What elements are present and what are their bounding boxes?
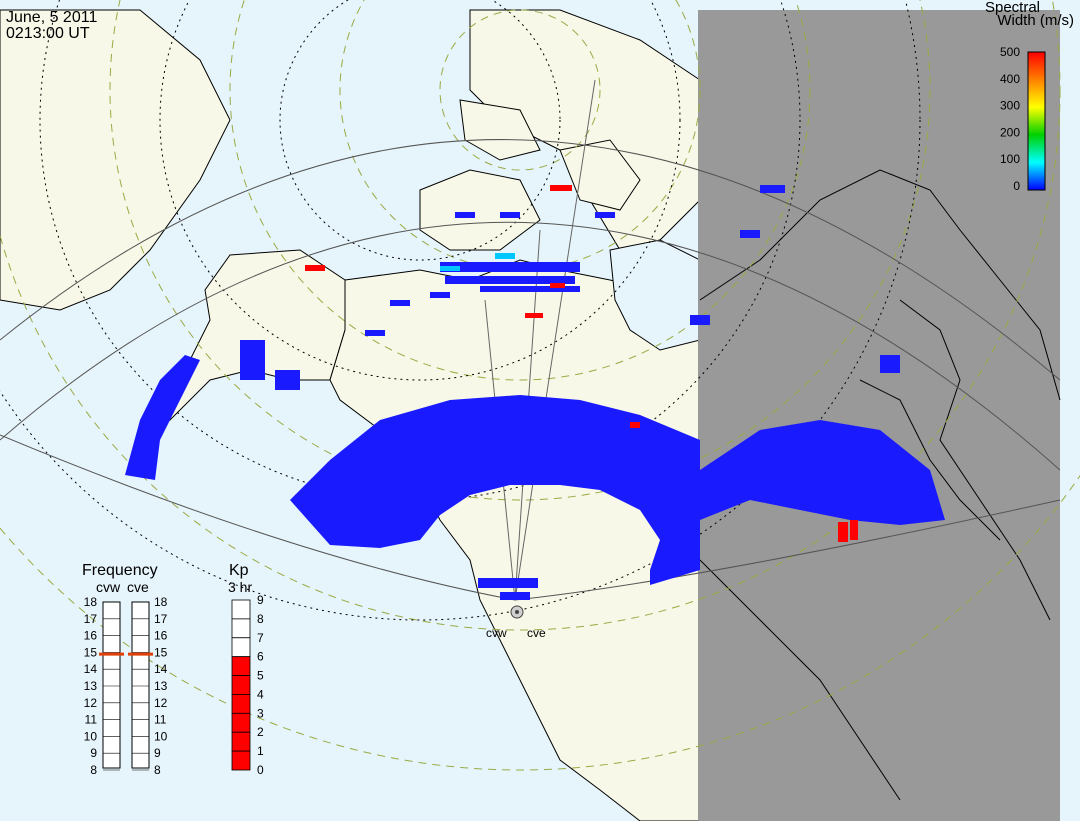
scatter-arctic-bands — [240, 185, 900, 390]
colorbar-tick-label: 200 — [1000, 125, 1020, 139]
kp-cell — [231, 731, 251, 752]
frequency-tick-left: 16 — [84, 629, 98, 643]
kp-title: Kp — [229, 562, 249, 579]
frequency-tick-left: 18 — [84, 595, 98, 609]
kp-tick-label: 4 — [257, 687, 264, 701]
scatter-east-arc — [700, 420, 945, 525]
frequency-tick-left: 11 — [85, 713, 98, 727]
kp-ticks: 9 8 7 6 5 4 3 2 1 0 — [257, 593, 264, 777]
kp-tick-label: 5 — [257, 669, 264, 683]
siberia-land — [0, 9, 231, 311]
colorbar-tick-label: 400 — [1000, 72, 1020, 86]
frequency-radar-cve: cve — [127, 579, 149, 595]
frequency-tick-left: 13 — [84, 679, 98, 693]
frequency-panel: Frequency cvw cve 18 18 17 17 16 16 15 15 14 14 13… — [82, 562, 168, 777]
frequency-tick-right: 16 — [154, 629, 168, 643]
frequency-tick-right: 8 — [154, 763, 161, 777]
kp-tick-label: 7 — [257, 631, 264, 645]
scatter-west-arc — [125, 355, 200, 480]
kp-tick-label: 9 — [257, 593, 264, 607]
scatter-fan — [290, 395, 700, 585]
frequency-radar-cvw: cvw — [96, 579, 121, 595]
night-region — [698, 10, 1060, 821]
kp-panel: Kp 3 hr 9 8 7 6 5 4 3 2 1 0 — [228, 562, 264, 777]
kp-cell — [231, 656, 251, 676]
header-date: June, 5 2011 — [6, 9, 98, 26]
kp-cell — [231, 694, 251, 714]
radar-label-cve: cve — [527, 626, 546, 640]
arctic-island-3 — [559, 139, 641, 211]
frequency-tick-left: 15 — [84, 645, 98, 659]
backscatter-echoes — [125, 185, 945, 600]
frequency-tick-right: 18 — [154, 595, 168, 609]
frequency-tick-right: 14 — [154, 662, 168, 676]
frequency-bar-cve — [131, 601, 150, 769]
colorbar-tick-label: 0 — [1013, 179, 1020, 193]
kp-tick-label: 2 — [257, 725, 264, 739]
frequency-tick-left: 8 — [90, 763, 97, 777]
frequency-tick-right: 15 — [154, 645, 168, 659]
kp-tick-label: 3 — [257, 706, 264, 720]
scatter-near-site — [478, 578, 538, 600]
kp-tick-label: 0 — [257, 763, 264, 777]
arctic-island-1 — [419, 169, 541, 251]
frequency-tick-left: 17 — [84, 612, 98, 626]
frequency-tick-right: 13 — [154, 679, 168, 693]
kp-tick-label: 8 — [257, 612, 264, 626]
kp-cell — [231, 618, 251, 639]
frequency-tick-left: 10 — [84, 729, 98, 743]
kp-cell — [231, 712, 251, 733]
kp-cell — [231, 750, 251, 771]
longitude-grid — [0, 0, 921, 621]
scatter-high-width — [305, 185, 858, 542]
frequency-tick-right: 9 — [154, 746, 161, 760]
colorbar-tick-label: 500 — [1000, 45, 1020, 59]
frequency-ticks: 18 18 17 17 16 16 15 15 14 14 13 13 12 12 11 11 10 10 9 9 8 8 — [84, 595, 168, 777]
frequency-tick-right: 10 — [154, 729, 168, 743]
kp-cell — [231, 599, 251, 620]
colorbar-gradient — [1027, 51, 1046, 191]
kp-cell — [231, 675, 251, 695]
frequency-tick-left: 12 — [84, 696, 98, 710]
frequency-bar-cvw — [102, 601, 121, 769]
kp-tick-label: 6 — [257, 650, 264, 664]
frequency-tick-left: 9 — [90, 746, 97, 760]
header-time: 0213:00 UT — [6, 25, 90, 42]
kp-cell — [231, 637, 251, 658]
frequency-tick-right: 17 — [154, 612, 168, 626]
scatter-cyan — [440, 253, 515, 271]
colorbar-ticks: 500 400 300 200 100 0 — [1000, 45, 1020, 193]
frequency-tick-right: 11 — [154, 713, 167, 727]
radar-site-center — [515, 610, 519, 614]
kp-cells — [231, 599, 251, 771]
colorbar-tick-label: 300 — [1000, 99, 1020, 113]
colorbar-title-line1: Spectral — [984, 0, 1040, 16]
kp-subtitle: 3 hr — [228, 579, 252, 595]
frequency-tick-right: 12 — [154, 696, 168, 710]
frequency-title: Frequency — [82, 562, 158, 579]
colorbar: 500 400 300 200 100 0 — [1000, 45, 1046, 193]
night-land-outlines — [699, 169, 1061, 801]
colorbar-title-line2: Width (m/s) — [997, 12, 1074, 29]
radar-label-cvw: cvw — [486, 626, 507, 640]
kp-tick-label: 1 — [257, 744, 264, 758]
frequency-tick-left: 14 — [84, 662, 98, 676]
arctic-island-2 — [459, 99, 541, 161]
colorbar-tick-label: 100 — [1000, 152, 1020, 166]
